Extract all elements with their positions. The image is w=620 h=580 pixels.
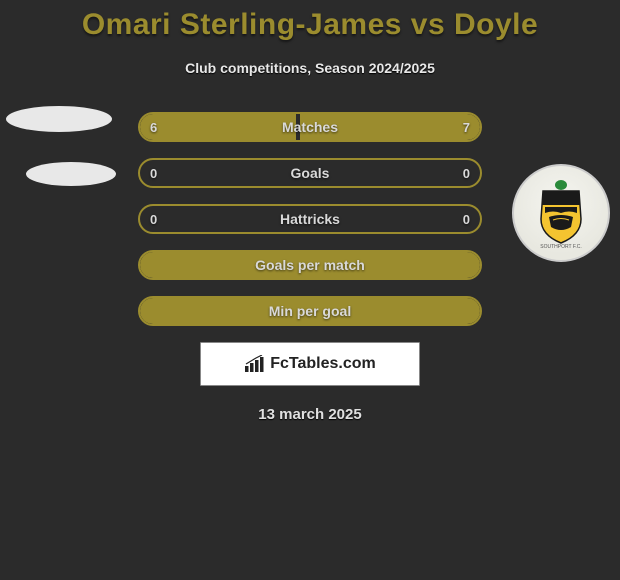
blob-shape (6, 106, 112, 132)
date-text: 13 march 2025 (0, 406, 620, 423)
stat-label: Goals (140, 160, 480, 186)
brand-watermark: FcTables.com (200, 342, 420, 386)
brand-text: FcTables.com (270, 355, 376, 373)
club-badge: SOUTHPORT F.C. (512, 164, 610, 262)
chart-icon (244, 355, 266, 373)
stat-value-right: 0 (463, 206, 470, 232)
stat-row-min-per-goal: Min per goal (138, 296, 482, 326)
svg-text:SOUTHPORT F.C.: SOUTHPORT F.C. (540, 244, 582, 249)
stat-row-goals-per-match: Goals per match (138, 250, 482, 280)
blob-shape (26, 162, 116, 186)
stat-value-right: 0 (463, 160, 470, 186)
stat-value-right: 7 (463, 114, 470, 140)
stat-row-matches: 6 Matches 7 (138, 112, 482, 142)
stat-row-goals: 0 Goals 0 (138, 158, 482, 188)
page-title: Omari Sterling-James vs Doyle (0, 8, 620, 42)
stat-row-hattricks: 0 Hattricks 0 (138, 204, 482, 234)
stats-list: 6 Matches 7 0 Goals 0 0 Hattricks 0 Go (138, 112, 482, 326)
shield-icon: SOUTHPORT F.C. (525, 177, 597, 249)
stat-label: Goals per match (140, 252, 480, 278)
subtitle: Club competitions, Season 2024/2025 (0, 60, 620, 76)
stats-wrapper: SOUTHPORT F.C. 6 Matches 7 0 Goals 0 (0, 112, 620, 423)
stat-label: Hattricks (140, 206, 480, 232)
player-left-placeholder (0, 106, 116, 186)
infographic-container: Omari Sterling-James vs Doyle Club compe… (0, 0, 620, 423)
stat-label: Matches (140, 114, 480, 140)
stat-label: Min per goal (140, 298, 480, 324)
